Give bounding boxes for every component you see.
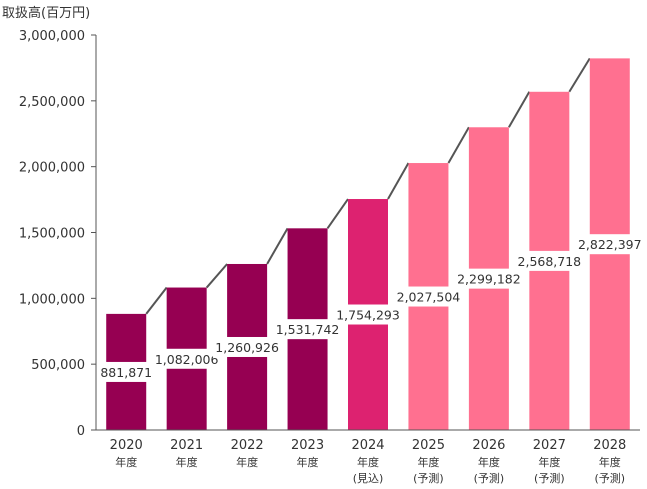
- x-tick-label-year: 2021: [170, 438, 203, 453]
- x-tick-label-note: (予測): [534, 471, 565, 485]
- data-label-bg: [99, 361, 154, 382]
- data-label: 2,822,397: [578, 237, 642, 252]
- bar-connector-line: [387, 162, 410, 200]
- bars: [106, 58, 630, 431]
- data-label: 1,082,006: [155, 352, 219, 367]
- data-label-bg: [333, 304, 403, 325]
- x-tick-label-fiscal: 年度: [599, 455, 621, 469]
- bar-connector-line: [326, 198, 349, 229]
- bar-connector-line: [447, 126, 470, 164]
- x-tick-label-year: 2022: [231, 438, 264, 453]
- data-label: 2,027,504: [397, 290, 461, 305]
- data-label-bg: [394, 286, 463, 307]
- x-axis: 2020 年度 2021 年度 2022 年度 2023 年度 2024 年度 (見込) 2025 年度…: [96, 429, 640, 485]
- bar-connector-line: [508, 91, 531, 128]
- x-tick-label-year: 2025: [412, 438, 445, 453]
- x-tick-label-fiscal: 年度: [236, 455, 258, 469]
- x-tick-label-fiscal: 年度: [417, 455, 439, 469]
- y-tick-label: 500,000: [31, 358, 85, 373]
- x-tick-label-fiscal: 年度: [115, 455, 137, 469]
- x-tick-label-note: (予測): [413, 471, 444, 485]
- y-tick-label: 2,500,000: [19, 95, 85, 110]
- x-tick-label-year: 2028: [593, 438, 626, 453]
- x-tick-label-note: (予測): [594, 471, 625, 485]
- data-label: 1,754,293: [336, 308, 400, 323]
- x-tick-label-year: 2026: [472, 438, 505, 453]
- data-label-bg: [212, 336, 282, 357]
- x-tick-label-fiscal: 年度: [538, 455, 560, 469]
- bar-connector-line: [145, 286, 168, 315]
- x-tick-label-year: 2027: [533, 438, 566, 453]
- y-axis: 0 500,000 1,000,000 1,500,000 2,000,000 2,500…: [19, 29, 97, 439]
- data-label: 1,531,742: [276, 322, 340, 337]
- x-tick-label-year: 2020: [110, 438, 143, 453]
- data-label-bg: [273, 319, 342, 340]
- x-tick-label-fiscal: 年度: [176, 455, 198, 469]
- y-axis-unit-label: 取扱高(百万円): [2, 5, 90, 21]
- y-tick-label: 1,500,000: [19, 227, 85, 242]
- data-label: 1,260,926: [215, 340, 279, 355]
- data-label-bg: [152, 348, 222, 369]
- bar-connector-line: [266, 227, 289, 265]
- y-tick-label: 2,000,000: [19, 161, 85, 176]
- bar-connectors: [145, 57, 591, 315]
- x-tick-label-note: (予測): [474, 471, 505, 485]
- x-tick-label-year: 2024: [351, 438, 384, 453]
- x-tick-label-year: 2023: [291, 438, 324, 453]
- x-tick-label-fiscal: 年度: [297, 455, 319, 469]
- bar-connector-line: [205, 263, 228, 289]
- x-tick-label-note: (見込): [353, 472, 384, 485]
- y-tick-label: 3,000,000: [19, 29, 85, 44]
- data-label-bg: [575, 234, 645, 255]
- data-label-bg: [454, 268, 524, 289]
- x-tick-label-fiscal: 年度: [478, 455, 500, 469]
- y-tick-label: 1,000,000: [19, 292, 85, 307]
- x-tick-label-fiscal: 年度: [357, 455, 379, 469]
- data-label-bg: [514, 250, 584, 271]
- data-label: 881,871: [100, 365, 152, 380]
- data-label: 2,299,182: [457, 272, 521, 287]
- bar-connector-line: [568, 57, 591, 93]
- y-tick-label: 0: [77, 424, 85, 439]
- data-label: 2,568,718: [518, 254, 582, 269]
